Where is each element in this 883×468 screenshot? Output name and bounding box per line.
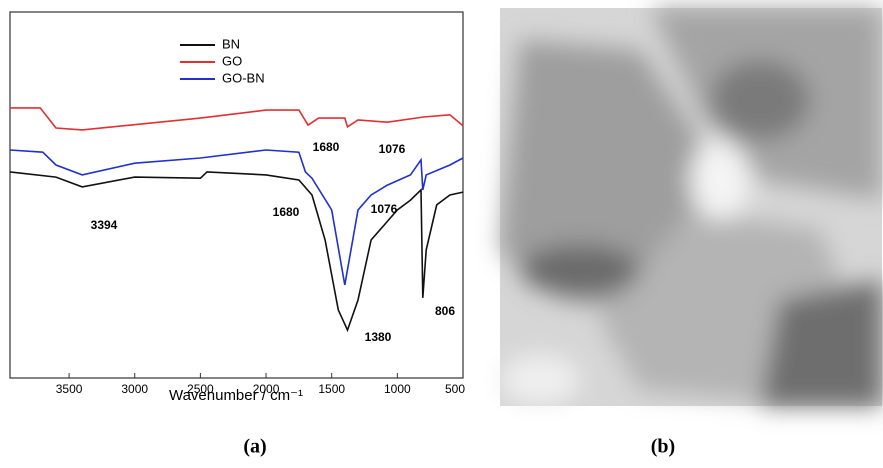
series-line — [10, 107, 464, 131]
x-tick-label: 1000 — [384, 382, 411, 396]
annotation: 1076 — [379, 142, 406, 156]
series-line — [9, 149, 464, 286]
plot-frame — [9, 11, 464, 379]
annotation: 1076 — [371, 202, 398, 216]
tem-image — [500, 8, 882, 406]
legend-label: GO — [222, 53, 242, 68]
panel-label: (a) — [243, 436, 266, 458]
legend-label: BN — [222, 36, 240, 51]
annotation: 1380 — [365, 330, 392, 344]
annotation: 1680 — [273, 205, 300, 219]
x-tick-label: 1500 — [318, 382, 345, 396]
x-tick-label: 2000 — [253, 382, 280, 396]
x-axis-label: Wavenumber / cm⁻¹ — [169, 387, 303, 404]
x-tick-label: 3000 — [121, 382, 148, 396]
annotation: 3394 — [91, 218, 118, 232]
x-tick-label: 3500 — [56, 382, 83, 396]
series-line — [9, 171, 464, 333]
x-tick-label: 2500 — [187, 382, 214, 396]
panel-label: (b) — [651, 436, 675, 458]
annotation: 1680 — [313, 140, 340, 154]
x-tick-label: 500 — [445, 382, 465, 396]
plot: 3500 3000 2500 2000 1500 1000 500 BN GO GO-BN 1680… — [9, 36, 465, 396]
legend-label: GO-BN — [222, 70, 265, 85]
annotation: 806 — [435, 304, 455, 318]
